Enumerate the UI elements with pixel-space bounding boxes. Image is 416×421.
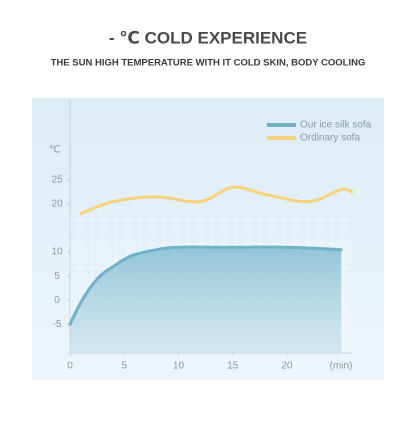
legend-label: Our ice silk sofa [300, 120, 372, 131]
legend-label: Ordinary sofa [300, 133, 360, 144]
line [79, 185, 354, 216]
x-tick-label: 5 [121, 361, 127, 372]
y-tick-label: 20 [51, 199, 63, 210]
x-axis-label: (min) [330, 361, 353, 372]
y-tick-label: 25 [51, 175, 63, 186]
x-tick-label: 10 [173, 361, 185, 372]
y-axis-label: ℃ [49, 145, 60, 156]
x-tick-label: 20 [281, 361, 293, 372]
subtitle: THE SUN HIGH TEMPERATURE WITH IT COLD SK… [51, 58, 366, 69]
title: - ℃ COLD EXPERIENCE [109, 28, 307, 47]
line [68, 245, 343, 326]
y-tick-label: 5 [54, 271, 60, 282]
y-tick-label: -5 [53, 319, 62, 330]
x-tick-label: 15 [227, 361, 239, 372]
area [70, 247, 342, 353]
y-tick-label: 10 [51, 247, 63, 258]
y-tick-label: 0 [54, 295, 60, 306]
x-tick-label: 0 [67, 361, 73, 372]
